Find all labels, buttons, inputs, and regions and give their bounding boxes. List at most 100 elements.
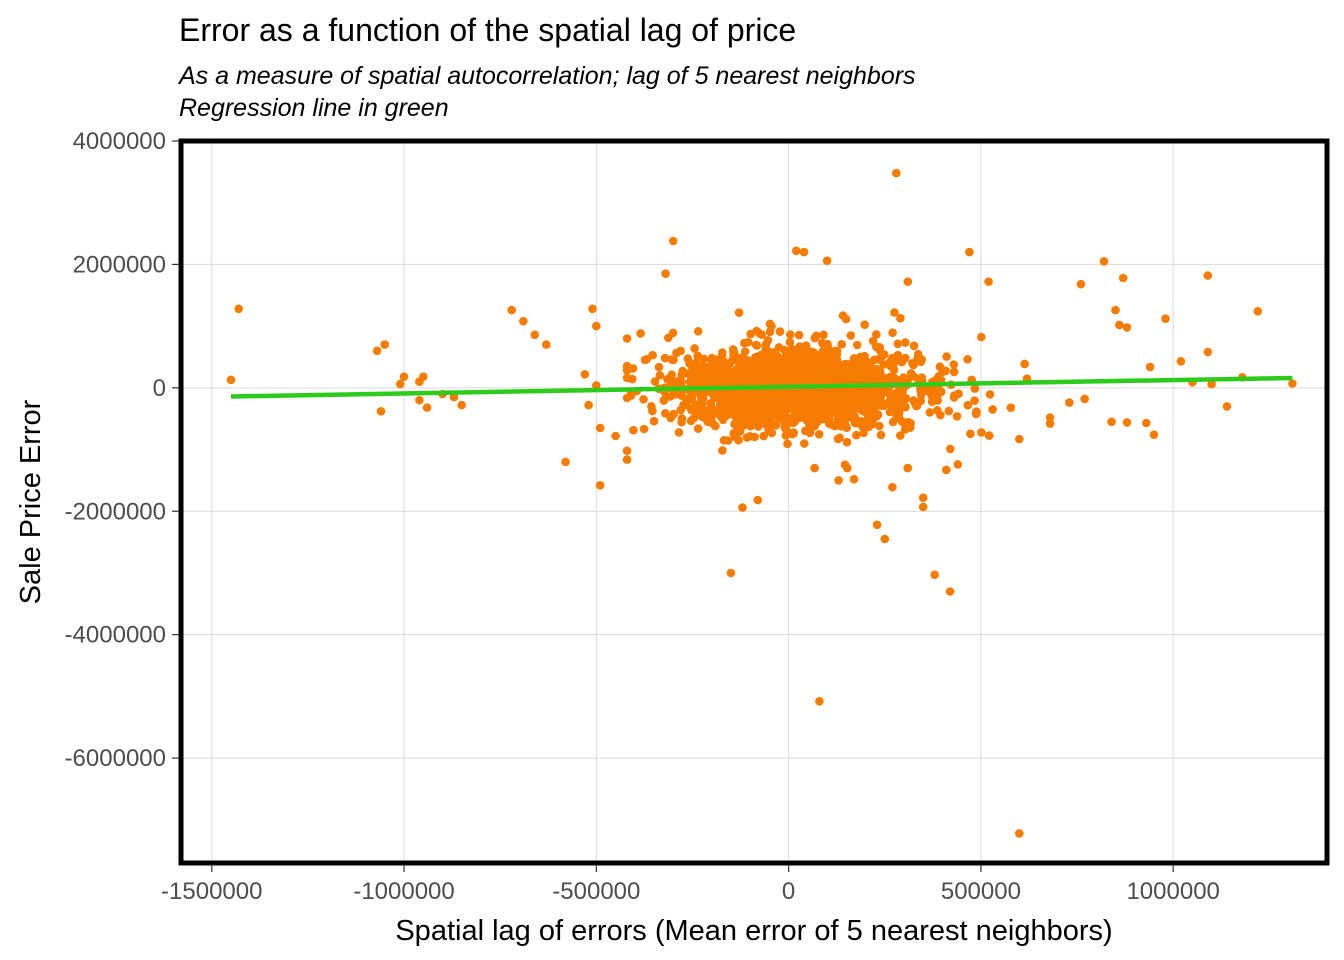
- scatter-point: [742, 409, 751, 418]
- scatter-point: [819, 331, 828, 340]
- scatter-point: [1254, 307, 1263, 316]
- scatter-point: [972, 407, 981, 416]
- scatter-point: [894, 340, 903, 349]
- scatter-point: [904, 418, 913, 427]
- scatter-point: [714, 363, 723, 372]
- scatter-point: [810, 422, 819, 431]
- scatter-point: [894, 351, 903, 360]
- scatter-point: [727, 378, 736, 387]
- scatter-point: [873, 521, 882, 530]
- scatter-point: [711, 422, 720, 431]
- scatter-point: [688, 395, 697, 404]
- scatter-point: [815, 430, 824, 439]
- scatter-point: [823, 256, 832, 265]
- y-tick-label: 0: [153, 375, 166, 402]
- scatter-point: [901, 338, 910, 347]
- scatter-point: [930, 571, 939, 580]
- scatter-point: [888, 483, 897, 492]
- scatter-point: [1007, 403, 1016, 412]
- scatter-point: [1146, 363, 1155, 372]
- scatter-point: [675, 428, 684, 437]
- scatter-point: [984, 277, 993, 286]
- scatter-point: [950, 391, 959, 400]
- scatter-point: [815, 697, 824, 706]
- scatter-point: [872, 330, 881, 339]
- x-tick-label: 1000000: [1126, 878, 1219, 905]
- scatter-point: [814, 413, 823, 422]
- scatter-point: [818, 400, 827, 409]
- scatter-point: [1223, 402, 1232, 411]
- scatter-point: [745, 358, 754, 367]
- scatter-point: [890, 365, 899, 374]
- scatter-point: [903, 464, 912, 473]
- scatter-point: [704, 418, 713, 427]
- scatter-point: [758, 364, 767, 373]
- scatter-point: [963, 355, 972, 364]
- scatter-point: [1065, 398, 1074, 407]
- scatter-point: [677, 391, 686, 400]
- scatter-point: [727, 569, 736, 578]
- scatter-point: [1015, 435, 1024, 444]
- scatter-point: [790, 372, 799, 381]
- scatter-point: [377, 407, 386, 416]
- scatter-point: [842, 423, 851, 432]
- scatter-point: [729, 352, 738, 361]
- scatter-point: [1046, 413, 1055, 422]
- scatter-point: [794, 411, 803, 420]
- x-tick-label: 500000: [941, 878, 1021, 905]
- x-tick-label: -500000: [552, 878, 640, 905]
- scatter-point: [886, 408, 895, 417]
- scatter-point: [917, 374, 926, 383]
- scatter-point: [741, 347, 750, 356]
- scatter-point: [782, 431, 791, 440]
- scatter-point: [400, 372, 409, 381]
- scatter-point: [841, 460, 850, 469]
- y-tick-label: -2000000: [65, 498, 166, 525]
- scatter-point: [928, 397, 937, 406]
- scatter-point: [954, 460, 963, 469]
- scatter-point: [812, 332, 821, 341]
- scatter-point: [872, 343, 881, 352]
- scatter-point: [926, 408, 935, 417]
- scatter-point: [707, 399, 716, 408]
- scatter-point: [1123, 418, 1132, 427]
- scatter-point: [727, 396, 736, 405]
- scatter-point: [507, 306, 516, 315]
- scatter-point: [1204, 271, 1213, 280]
- y-axis-title: Sale Price Error: [15, 399, 47, 604]
- scatter-point: [889, 418, 898, 427]
- scatter-point: [786, 338, 795, 347]
- scatter-point: [740, 339, 749, 348]
- scatter-point: [670, 377, 679, 386]
- scatter-point: [783, 440, 792, 449]
- scatter-point: [519, 317, 528, 326]
- scatter-point: [669, 356, 678, 365]
- scatter-point: [1123, 323, 1132, 332]
- scatter-point: [919, 503, 928, 512]
- scatter-point: [754, 422, 763, 431]
- scatter-point: [851, 387, 860, 396]
- scatter-point: [664, 334, 673, 343]
- scatter-point: [679, 401, 688, 410]
- scatter-point: [883, 386, 892, 395]
- scatter-point: [860, 352, 869, 361]
- scatter-point: [694, 327, 703, 336]
- scatter-point: [834, 435, 843, 444]
- scatter-point: [667, 414, 676, 423]
- scatter-point: [737, 390, 746, 399]
- scatter-point: [1020, 360, 1029, 369]
- scatter-point: [677, 371, 686, 380]
- scatter-point: [977, 333, 986, 342]
- scatter-point: [988, 405, 997, 414]
- scatter-point: [909, 396, 918, 405]
- scatter-point: [840, 405, 849, 414]
- scatter-point: [640, 425, 649, 434]
- scatter-point: [768, 429, 777, 438]
- scatter-point: [1288, 379, 1297, 388]
- scatter-point: [596, 481, 605, 490]
- scatter-point: [860, 320, 869, 329]
- scatter-point: [1177, 357, 1186, 366]
- scatter-point: [892, 169, 901, 178]
- scatter-point: [779, 416, 788, 425]
- scatter-point: [862, 416, 871, 425]
